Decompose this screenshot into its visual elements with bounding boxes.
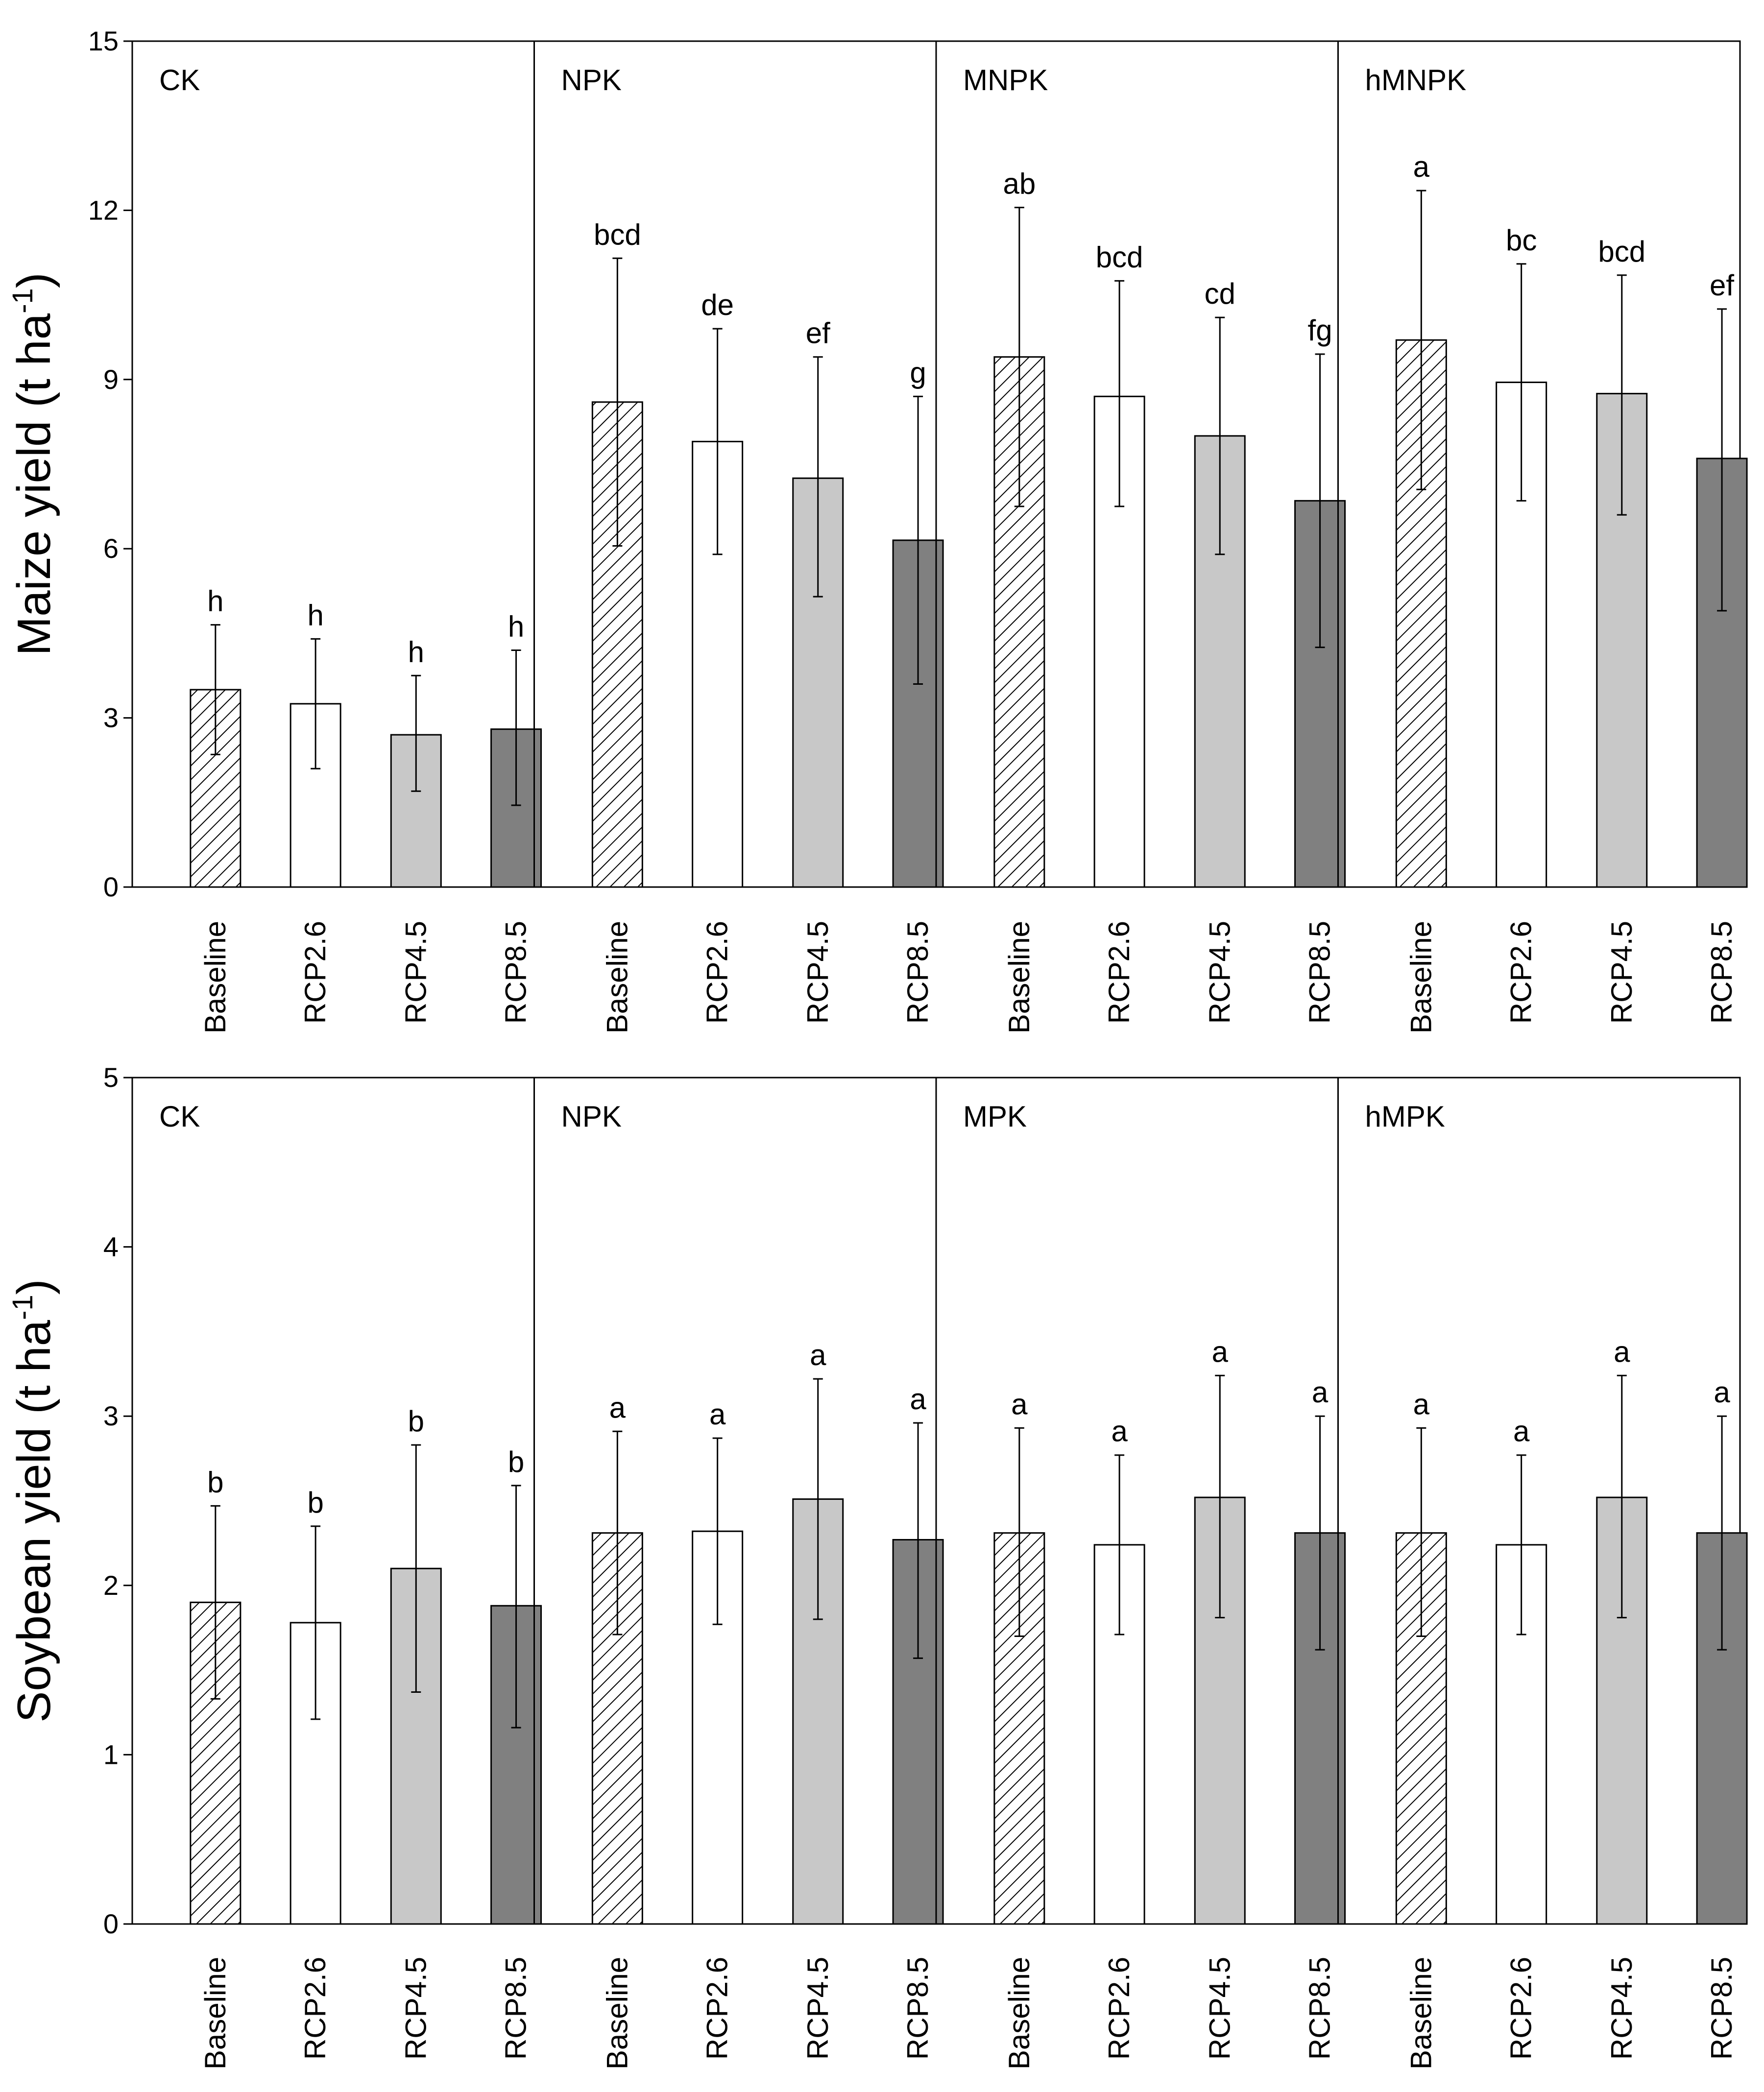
significance-label: h (207, 585, 223, 618)
category-label: RCP8.5 (500, 921, 532, 1024)
significance-label: g (910, 356, 926, 389)
y-axis-label: Soybean yield (t ha-1) (7, 1279, 60, 1722)
category-label: Baseline (1003, 1957, 1036, 2069)
category-label: Baseline (1003, 921, 1036, 1034)
category-label: RCP2.6 (701, 1957, 734, 2060)
panel-label-MNPK: MNPK (963, 64, 1048, 96)
category-label: RCP2.6 (299, 1957, 332, 2060)
category-label: RCP8.5 (1304, 1957, 1336, 2060)
significance-label: bc (1506, 224, 1537, 257)
category-label: RCP2.6 (701, 921, 734, 1024)
panel-label-CK: CK (159, 1100, 200, 1133)
panel-label-hMPK: hMPK (1365, 1100, 1445, 1133)
category-label: RCP4.5 (801, 921, 834, 1024)
panel-label-CK: CK (159, 64, 200, 96)
y-tick-label: 3 (103, 702, 119, 733)
y-tick-label: 6 (103, 533, 119, 564)
category-label: Baseline (1404, 921, 1437, 1034)
category-label: RCP4.5 (399, 1957, 432, 2060)
category-label: RCP4.5 (801, 1957, 834, 2060)
significance-label: a (1312, 1376, 1329, 1409)
significance-label: h (408, 635, 424, 668)
significance-label: a (1714, 1376, 1730, 1409)
category-label: RCP2.6 (1505, 1957, 1538, 2060)
significance-label: a (910, 1383, 926, 1416)
significance-label: h (508, 610, 524, 643)
panel-label-NPK: NPK (561, 64, 622, 96)
y-tick-label: 15 (88, 25, 119, 56)
category-label: RCP4.5 (1605, 1957, 1638, 2060)
category-label: RCP4.5 (1605, 921, 1638, 1024)
significance-label: b (508, 1445, 524, 1478)
significance-label: a (1111, 1415, 1128, 1448)
panel-label-NPK: NPK (561, 1100, 622, 1133)
category-label: Baseline (601, 921, 633, 1034)
significance-label: b (408, 1405, 424, 1438)
significance-label: a (1011, 1388, 1028, 1420)
y-axis-label: Maize yield (t ha-1) (7, 272, 60, 656)
category-label: Baseline (601, 1957, 633, 2069)
category-label: RCP8.5 (901, 921, 934, 1024)
category-label: Baseline (199, 921, 232, 1034)
category-label: RCP8.5 (500, 1957, 532, 2060)
significance-label: a (1413, 1388, 1430, 1420)
significance-label: bcd (594, 218, 641, 251)
category-label: RCP2.6 (1103, 1957, 1136, 2060)
y-tick-label: 5 (103, 1062, 119, 1093)
significance-label: de (701, 289, 734, 321)
category-label: RCP8.5 (1705, 1957, 1738, 2060)
category-label: RCP2.6 (1505, 921, 1538, 1024)
significance-label: h (307, 599, 323, 631)
y-tick-label: 0 (103, 871, 119, 902)
significance-label: a (609, 1391, 626, 1424)
category-label: RCP8.5 (901, 1957, 934, 2060)
category-label: RCP8.5 (1705, 921, 1738, 1024)
significance-label: fg (1308, 314, 1332, 347)
maize-yield-chart: 0 3 6 9 12 15 Maize yield (t ha-1) CK h Baseline h… (7, 25, 1748, 1034)
category-label: RCP4.5 (1203, 1957, 1236, 2060)
y-tick-label: 1 (103, 1739, 119, 1770)
category-label: RCP2.6 (1103, 921, 1136, 1024)
panel-label-MPK: MPK (963, 1100, 1027, 1133)
category-label: RCP4.5 (1203, 921, 1236, 1024)
category-label: Baseline (199, 1957, 232, 2069)
y-tick-label: 3 (103, 1400, 119, 1431)
category-label: RCP8.5 (1304, 921, 1336, 1024)
significance-label: a (1614, 1335, 1630, 1368)
significance-label: b (207, 1466, 223, 1498)
significance-label: a (1513, 1415, 1530, 1448)
significance-label: ef (806, 317, 830, 350)
soybean-yield-chart: 0 1 2 3 4 5 Soybean yield (t ha-1) CK b Baseline b… (7, 1062, 1748, 2069)
significance-label: cd (1205, 277, 1235, 310)
y-tick-label: 2 (103, 1570, 119, 1601)
category-label: RCP4.5 (399, 921, 432, 1024)
significance-label: a (709, 1398, 726, 1431)
category-label: Baseline (1404, 1957, 1437, 2069)
y-tick-label: 9 (103, 364, 119, 395)
significance-label: bcd (1598, 235, 1645, 268)
significance-label: b (307, 1486, 323, 1519)
significance-label: a (1413, 150, 1430, 183)
significance-label: bcd (1096, 240, 1143, 273)
category-label: RCP2.6 (299, 921, 332, 1024)
significance-label: ab (1003, 168, 1036, 200)
y-tick-label: 12 (88, 194, 119, 225)
panel-label-hMNPK: hMNPK (1365, 64, 1467, 96)
significance-label: a (1212, 1335, 1229, 1368)
significance-label: ef (1710, 269, 1734, 302)
significance-label: a (810, 1339, 826, 1371)
y-tick-label: 0 (103, 1908, 119, 1939)
y-tick-label: 4 (103, 1231, 119, 1262)
